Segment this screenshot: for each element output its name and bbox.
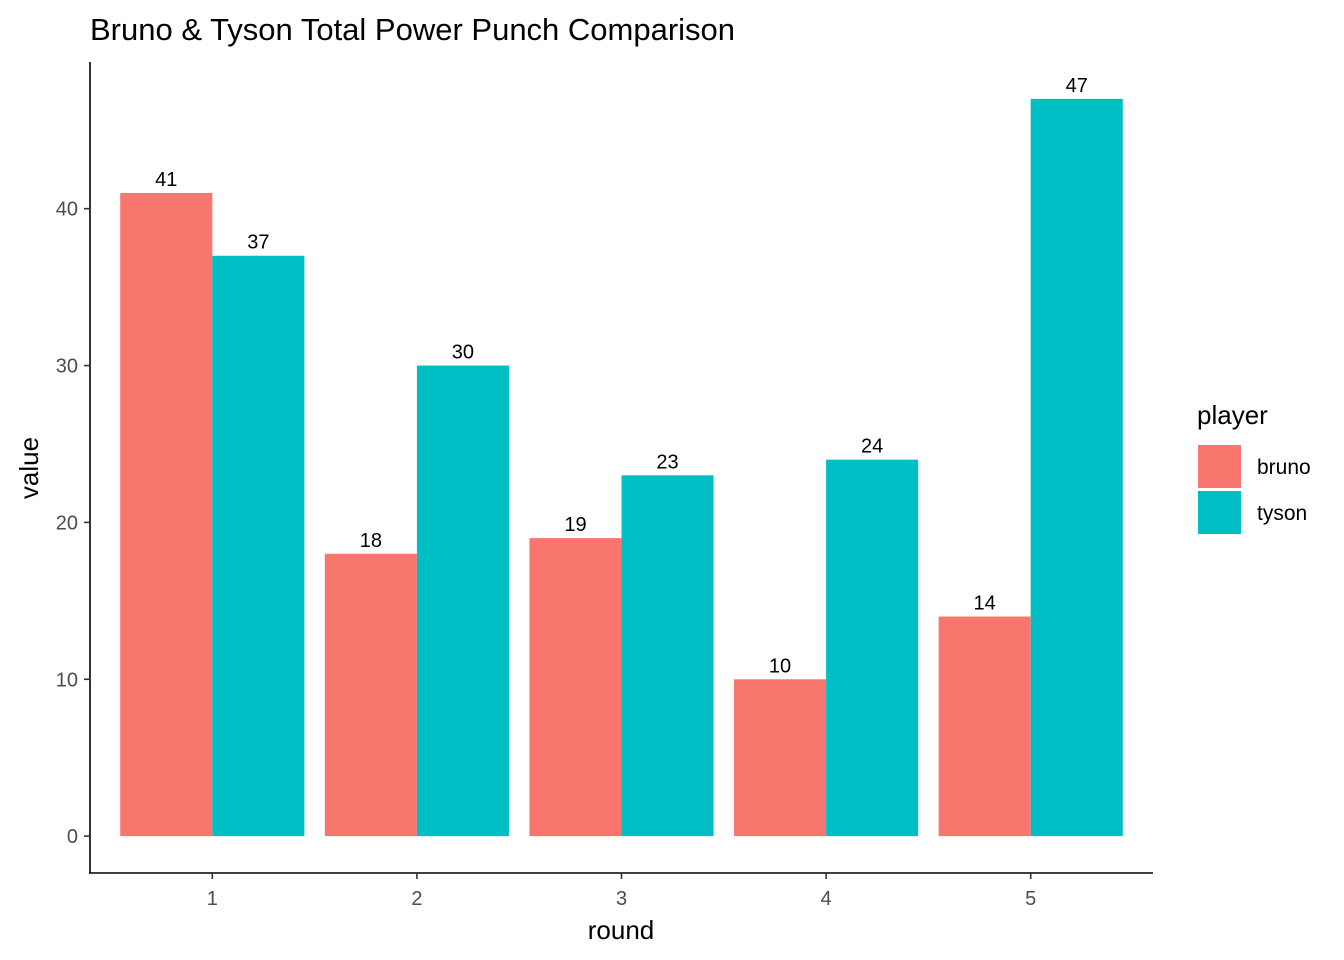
bar-tyson-round-5 <box>1030 98 1123 837</box>
bar-bruno-round-4 <box>734 679 827 837</box>
y-tick-label: 30 <box>56 356 78 378</box>
data-label-bruno-round-4: 10 <box>769 655 791 677</box>
x-tick-label: 5 <box>1025 888 1036 910</box>
x-tick-label: 2 <box>411 888 422 910</box>
bar-tyson-round-2 <box>416 365 509 837</box>
legend-key-bruno <box>1198 445 1241 488</box>
x-tick-label: 4 <box>821 888 832 910</box>
legend-label-tyson: tyson <box>1257 502 1307 525</box>
data-label-tyson-round-1: 37 <box>247 232 269 254</box>
x-axis-ticks: 1 2 3 4 5 <box>207 873 1036 910</box>
data-label-bruno-round-5: 14 <box>974 593 996 615</box>
x-tick-label: 1 <box>207 888 218 910</box>
data-label-tyson-round-5: 47 <box>1066 75 1088 97</box>
data-label-bruno-round-3: 19 <box>564 514 586 536</box>
data-label-tyson-round-2: 30 <box>452 342 474 364</box>
y-tick-label: 20 <box>56 512 78 534</box>
bar-tyson-round-4 <box>826 459 919 837</box>
data-label-bruno-round-1: 41 <box>155 169 177 191</box>
bar-tyson-round-1 <box>212 255 305 837</box>
legend-key-tyson <box>1198 491 1241 534</box>
bar-bruno-round-1 <box>120 192 213 837</box>
bar-bruno-round-3 <box>529 538 622 837</box>
y-tick-label: 10 <box>56 669 78 691</box>
data-label-tyson-round-4: 24 <box>861 436 883 458</box>
data-label-tyson-round-3: 23 <box>656 451 678 473</box>
bar-tyson-round-3 <box>621 475 714 837</box>
y-axis-ticks: 0 10 20 30 40 <box>56 199 90 848</box>
y-tick-label: 0 <box>67 826 78 848</box>
y-tick-label: 40 <box>56 199 78 221</box>
plot-area: 41 37 18 30 19 23 10 24 14 47 <box>120 75 1123 837</box>
legend-title: player <box>1197 400 1268 430</box>
legend: player bruno tyson <box>1197 400 1311 534</box>
x-tick-label: 3 <box>616 888 627 910</box>
chart-title: Bruno & Tyson Total Power Punch Comparis… <box>90 12 735 47</box>
x-axis-title: round <box>588 915 655 945</box>
bar-bruno-round-2 <box>324 553 417 837</box>
legend-label-bruno: bruno <box>1257 456 1311 479</box>
y-axis-title: value <box>14 437 44 499</box>
bar-bruno-round-5 <box>938 616 1031 837</box>
data-label-bruno-round-2: 18 <box>360 530 382 552</box>
